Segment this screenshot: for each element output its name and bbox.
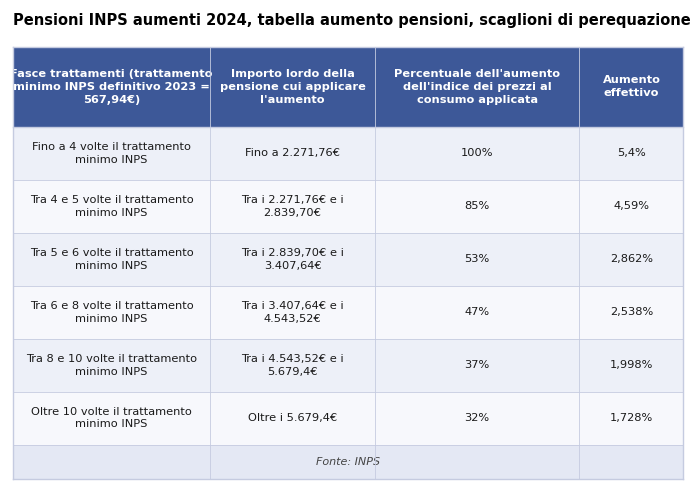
Text: Tra i 4.543,52€ e i
5.679,4€: Tra i 4.543,52€ e i 5.679,4€ xyxy=(242,354,344,377)
Text: Pensioni INPS aumenti 2024, tabella aumento pensioni, scaglioni di perequazione: Pensioni INPS aumenti 2024, tabella aume… xyxy=(13,13,690,28)
Text: 1,998%: 1,998% xyxy=(610,360,653,370)
Text: 47%: 47% xyxy=(465,307,490,317)
Text: 4,59%: 4,59% xyxy=(613,201,649,211)
Text: 2,538%: 2,538% xyxy=(610,307,653,317)
Text: Aumento
effettivo: Aumento effettivo xyxy=(603,75,661,98)
Text: Tra i 2.271,76€ e i
2.839,70€: Tra i 2.271,76€ e i 2.839,70€ xyxy=(242,195,344,218)
Text: Oltre 10 volte il trattamento
minimo INPS: Oltre 10 volte il trattamento minimo INP… xyxy=(31,407,192,429)
Text: Oltre i 5.679,4€: Oltre i 5.679,4€ xyxy=(248,413,338,423)
Text: 1,728%: 1,728% xyxy=(610,413,653,423)
Text: Tra i 2.839,70€ e i
3.407,64€: Tra i 2.839,70€ e i 3.407,64€ xyxy=(242,248,344,270)
Text: Tra 5 e 6 volte il trattamento
minimo INPS: Tra 5 e 6 volte il trattamento minimo IN… xyxy=(30,248,193,270)
Text: 85%: 85% xyxy=(464,201,490,211)
Text: Fino a 4 volte il trattamento
minimo INPS: Fino a 4 volte il trattamento minimo INP… xyxy=(32,142,191,165)
Text: Tra 4 e 5 volte il trattamento
minimo INPS: Tra 4 e 5 volte il trattamento minimo IN… xyxy=(30,195,193,218)
Text: Percentuale dell'aumento
dell'indice dei prezzi al
consumo applicata: Percentuale dell'aumento dell'indice dei… xyxy=(394,69,560,105)
Text: 2,862%: 2,862% xyxy=(610,254,653,264)
Text: Tra 6 e 8 volte il trattamento
minimo INPS: Tra 6 e 8 volte il trattamento minimo IN… xyxy=(30,301,193,324)
Text: 32%: 32% xyxy=(465,413,490,423)
Text: 53%: 53% xyxy=(464,254,490,264)
Text: Tra i 3.407,64€ e i
4.543,52€: Tra i 3.407,64€ e i 4.543,52€ xyxy=(242,301,344,324)
Text: Fasce trattamenti (trattamento
minimo INPS definitivo 2023 =
567,94€): Fasce trattamenti (trattamento minimo IN… xyxy=(10,69,213,105)
Text: Fino a 2.271,76€: Fino a 2.271,76€ xyxy=(245,148,340,158)
Text: 100%: 100% xyxy=(461,148,493,158)
Text: Fonte: INPS: Fonte: INPS xyxy=(316,457,380,467)
Text: Importo lordo della
pensione cui applicare
l'aumento: Importo lordo della pensione cui applica… xyxy=(220,69,365,105)
Text: 5,4%: 5,4% xyxy=(617,148,646,158)
Text: 37%: 37% xyxy=(464,360,490,370)
Text: Tra 8 e 10 volte il trattamento
minimo INPS: Tra 8 e 10 volte il trattamento minimo I… xyxy=(26,354,197,377)
